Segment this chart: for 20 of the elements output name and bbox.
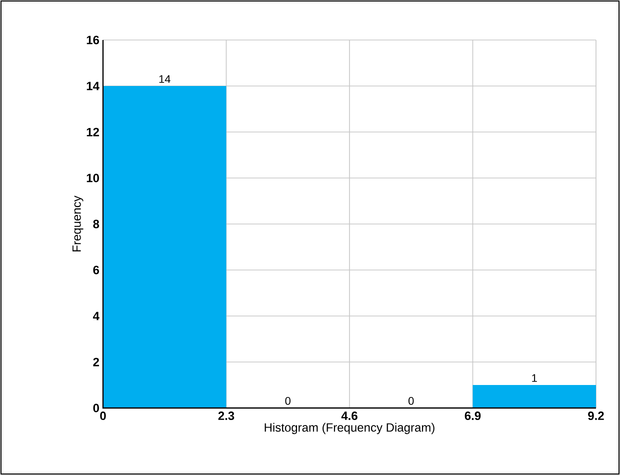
data-label: 1 bbox=[532, 374, 537, 382]
y-axis-title: Frequency bbox=[72, 196, 84, 252]
y-tick-label: 10 bbox=[86, 174, 99, 182]
x-axis-title: Histogram (Frequency Diagram) bbox=[264, 422, 434, 434]
y-tick-label: 12 bbox=[86, 128, 99, 136]
x-tick-label: 0 bbox=[100, 412, 106, 420]
x-tick-label: 9.2 bbox=[588, 412, 604, 420]
x-tick-label: 4.6 bbox=[341, 412, 358, 420]
y-tick-label: 8 bbox=[93, 220, 100, 228]
data-label: 0 bbox=[285, 397, 290, 405]
x-tick-label: 2.3 bbox=[218, 412, 234, 420]
y-tick-label: 6 bbox=[93, 266, 100, 274]
x-tick-label: 6.9 bbox=[464, 412, 481, 420]
y-tick-label: 14 bbox=[86, 82, 100, 90]
y-tick-label: 4 bbox=[92, 312, 100, 320]
data-label: 14 bbox=[159, 75, 170, 83]
y-tick-label: 16 bbox=[86, 36, 100, 44]
y-tick-label: 2 bbox=[93, 358, 99, 366]
data-label: 0 bbox=[408, 397, 414, 405]
y-tick-label: 0 bbox=[93, 404, 99, 412]
